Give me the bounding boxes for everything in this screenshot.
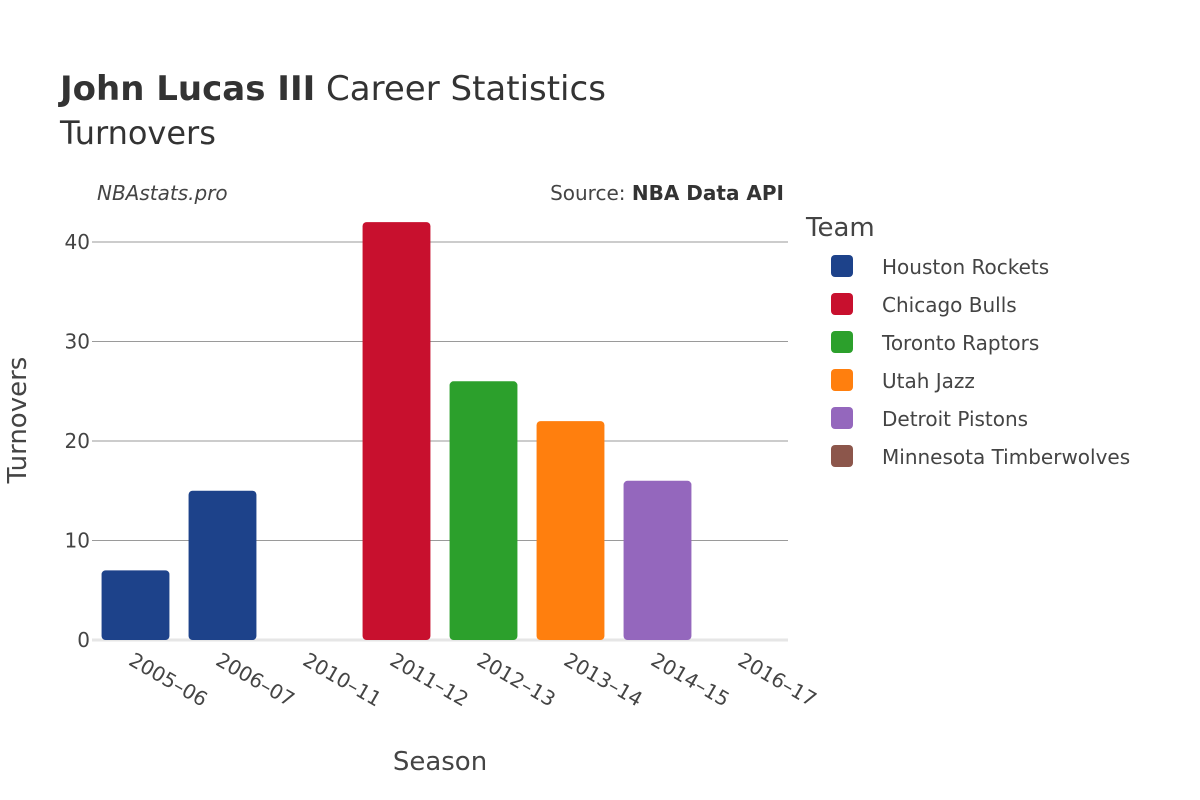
x-tick-labels: 2005–06 2006–07 2010–11 2011–12 2012–13 2013–… [125, 648, 821, 712]
legend-swatch [831, 255, 853, 277]
x-tick-label: 2013–14 [560, 648, 647, 712]
source-name: NBA Data API [632, 181, 784, 205]
legend-label: Utah Jazz [882, 369, 975, 393]
bars [101, 222, 692, 640]
x-tick-label: 2005–06 [125, 648, 212, 712]
legend-swatch [831, 331, 853, 353]
x-tick-label: 2011–12 [386, 648, 473, 712]
y-tick-label: 40 [65, 230, 90, 254]
x-tick-label: 2016–17 [734, 648, 821, 712]
legend: Houston Rockets Chicago Bulls Toronto Rapt… [831, 255, 1130, 469]
chart-title: John Lucas III Career Statistics [58, 69, 606, 109]
x-tick-label: 2012–13 [473, 648, 560, 712]
x-tick-label: 2014–15 [647, 648, 734, 712]
x-tick-label: 2006–07 [212, 648, 299, 712]
bar-2013–14 [536, 421, 605, 640]
bar-2011–12 [362, 222, 431, 640]
chart-subtitle: Turnovers [59, 114, 216, 152]
x-tick-label: 2010–11 [299, 648, 386, 712]
y-tick-label: 0 [77, 628, 90, 652]
x-axis-title: Season [393, 747, 487, 777]
legend-swatch [831, 293, 853, 315]
legend-label: Minnesota Timberwolves [882, 445, 1130, 469]
legend-swatch [831, 369, 853, 391]
legend-swatch [831, 407, 853, 429]
y-tick-labels: 0 10 20 30 40 [65, 230, 90, 652]
y-tick-label: 20 [65, 429, 90, 453]
legend-swatch [831, 445, 853, 467]
bar-2014–15 [623, 480, 692, 640]
chart-title-player: John Lucas III [58, 69, 315, 109]
legend-label: Chicago Bulls [882, 293, 1017, 317]
bar-2006–07 [188, 490, 257, 640]
bar-2012–13 [449, 381, 518, 640]
y-tick-label: 30 [65, 330, 90, 354]
source-prefix: Source: [550, 181, 632, 205]
legend-title: Team [805, 213, 875, 243]
y-tick-label: 10 [65, 529, 90, 553]
legend-label: Detroit Pistons [882, 407, 1028, 431]
watermark-text: NBAstats.pro [97, 181, 228, 205]
bar-2005–06 [101, 570, 170, 640]
legend-label: Houston Rockets [882, 255, 1049, 279]
legend-label: Toronto Raptors [881, 331, 1039, 355]
y-axis-title: Turnovers [3, 357, 33, 485]
source-text: Source: NBA Data API [550, 181, 784, 205]
chart-title-rest: Career Statistics [315, 69, 606, 109]
